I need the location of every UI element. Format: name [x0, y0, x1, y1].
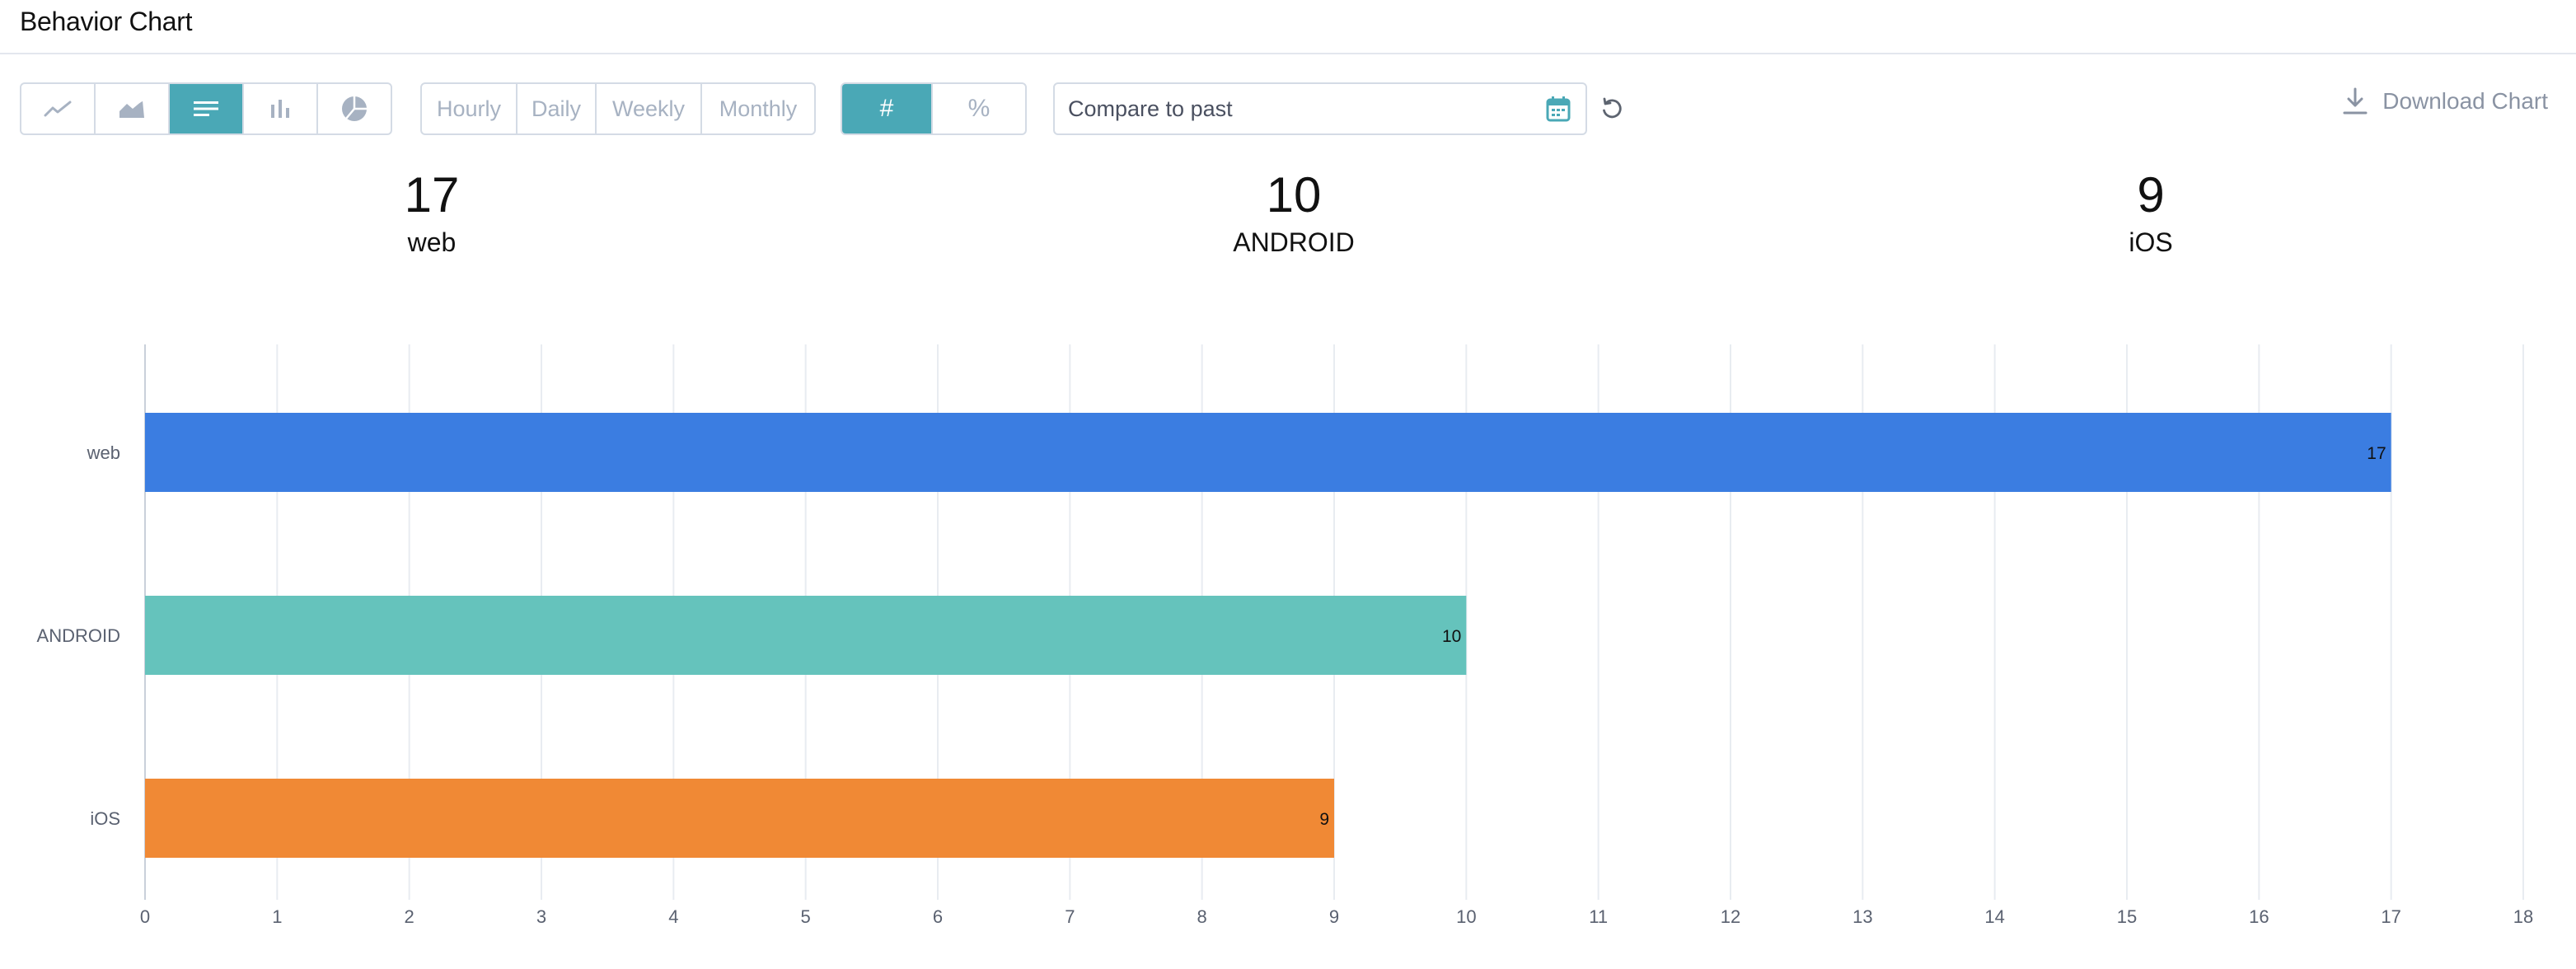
value-mode-group: # %	[841, 82, 1027, 135]
pie-chart-button[interactable]	[318, 84, 391, 133]
total-web-label: web	[407, 227, 457, 257]
horizontal-bar-chart-button[interactable]	[170, 84, 244, 133]
totals-summary: 17 web 10 ANDROID 9 iOS	[0, 168, 2576, 275]
total-ios: 9 iOS	[2129, 168, 2172, 258]
reset-icon[interactable]	[1599, 96, 1625, 122]
bar-data-label: 9	[1319, 810, 1329, 829]
total-web: 17 web	[405, 168, 460, 258]
x-tick-label: 5	[801, 906, 811, 927]
x-tick-label: 10	[1456, 906, 1476, 927]
y-tick-label: web	[87, 442, 120, 463]
vertical-bar-chart-button[interactable]	[244, 84, 318, 133]
x-tick-label: 2	[405, 906, 415, 927]
x-tick-label: 18	[2513, 906, 2533, 927]
bar-data-label: 10	[1442, 627, 1461, 646]
absolute-count-button[interactable]: #	[842, 84, 933, 133]
total-android-label: ANDROID	[1233, 227, 1355, 257]
x-tick-label: 0	[140, 906, 150, 927]
bar-data-label: 17	[2367, 444, 2386, 463]
y-tick-label: iOS	[90, 808, 120, 829]
bar	[145, 413, 2391, 492]
bar	[145, 779, 1334, 858]
total-web-value: 17	[404, 167, 460, 222]
x-tick-label: 8	[1197, 906, 1207, 927]
percentage-button[interactable]: %	[967, 95, 991, 122]
compare-to-past-input[interactable]: Compare to past	[1053, 82, 1587, 135]
interval-group: Hourly Daily Weekly Monthly	[420, 82, 816, 135]
x-tick-label: 9	[1329, 906, 1339, 927]
chart-type-group	[20, 82, 392, 135]
compare-placeholder: Compare to past	[1068, 96, 1233, 121]
total-android: 10 ANDROID	[1233, 168, 1355, 258]
x-tick-label: 12	[1721, 906, 1740, 927]
total-ios-value: 9	[2137, 167, 2165, 222]
header: Behavior Chart	[0, 0, 2576, 54]
x-tick-label: 4	[668, 906, 678, 927]
download-chart-label: Download Chart	[2382, 88, 2548, 114]
total-android-value: 10	[1266, 167, 1322, 222]
x-tick-label: 14	[1984, 906, 2004, 927]
bar	[145, 596, 1467, 675]
y-tick-label: ANDROID	[37, 625, 120, 646]
x-tick-label: 6	[933, 906, 943, 927]
x-tick-label: 11	[1589, 906, 1608, 927]
x-tick-label: 7	[1065, 906, 1075, 927]
x-tick-label: 1	[272, 906, 282, 927]
weekly-button[interactable]: Weekly	[597, 84, 702, 133]
monthly-button[interactable]: Monthly	[719, 96, 798, 121]
x-tick-label: 17	[2381, 906, 2400, 927]
download-chart-button[interactable]: Download Chart	[2343, 87, 2548, 115]
download-icon	[2343, 87, 2368, 115]
pie-chart-icon	[342, 96, 367, 121]
vertical-bar-chart-icon	[271, 100, 289, 118]
area-chart-icon	[119, 99, 144, 118]
x-tick-label: 3	[536, 906, 546, 927]
calendar-icon[interactable]	[1546, 96, 1571, 122]
line-chart-button[interactable]	[21, 84, 96, 133]
line-chart-icon	[44, 101, 72, 117]
daily-button[interactable]: Daily	[518, 84, 597, 133]
x-tick-label: 13	[1852, 906, 1872, 927]
x-tick-label: 16	[2249, 906, 2269, 927]
x-tick-label: 15	[2117, 906, 2137, 927]
hourly-button[interactable]: Hourly	[422, 84, 518, 133]
area-chart-button[interactable]	[96, 84, 170, 133]
total-ios-label: iOS	[2129, 227, 2173, 257]
page-title: Behavior Chart	[20, 7, 193, 36]
horizontal-bar-chart-icon	[194, 101, 218, 116]
